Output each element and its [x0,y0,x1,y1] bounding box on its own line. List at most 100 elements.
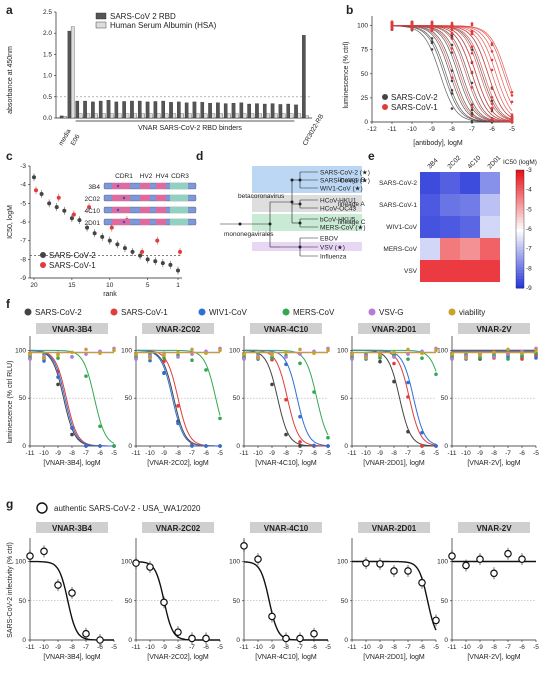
heatmap-cell [480,172,500,194]
dose-point [430,26,434,29]
xtick-label: -7 [83,644,89,651]
data-point [378,359,382,364]
xtick-label: -9 [477,644,483,651]
data-point [134,357,138,361]
data-point [296,634,304,643]
data-point [284,355,288,359]
subplot-title-box [458,323,530,334]
ic50-point [168,262,173,267]
xtick-label: -5 [217,450,223,457]
bar-rbd [83,100,87,119]
xtick-label: -8 [175,644,181,651]
data-point [506,347,510,352]
vnar-hv-region [140,183,150,189]
data-point [84,444,88,448]
bar-rbd [130,100,134,119]
heatmap-cell [480,216,500,238]
data-point [520,357,524,361]
bar-rbd [200,102,205,119]
taxon-label: HCoV-HKU1 [320,198,357,205]
clone-label: 2C02 [84,196,100,203]
panel-f-subplot: VNAR-2V 0 50 100 -11 -10 -9 -8 -7 -6 -5 [VNAR-2V], … [437,323,539,467]
legend-label: viability [459,308,485,317]
xtick-label: -10 [145,644,155,651]
ic50-point [47,201,52,206]
data-point [84,374,88,378]
xtick-label: -9 [269,450,275,457]
bar-hsa [125,113,130,119]
legend-label: SARS-CoV-2 [35,308,82,317]
dose-point [450,21,454,25]
data-point [56,353,60,357]
legend-label: WIV1-CoV [209,308,247,317]
data-point [492,355,496,359]
bar-hsa [133,113,138,119]
data-point [28,352,32,356]
dose-point [510,115,514,119]
colorbar-segment [516,229,524,233]
ytick-label: 0 [444,637,448,644]
legend-authentic: authentic SARS-CoV-2 - USA_WA1/2020 [54,504,201,513]
tree-node [268,222,272,226]
data-point [132,559,140,567]
xtick-label: -10 [145,450,155,457]
data-point [392,350,396,355]
subplot-xlabel: [VNAR-4C10], logM [255,460,317,467]
xtick-label: -11 [348,450,357,457]
dose-point [490,95,494,99]
panel-a-legend: SARS-CoV 2 RBD Human Serum Albumin (HSA) [95,12,217,30]
ytick-label: 0 [22,443,26,450]
panel-b-xtick-label: -8 [449,126,455,133]
bar-hsa [211,113,216,119]
data-point [362,559,370,567]
lineage-c-shade [252,214,362,231]
dose-point [410,20,414,24]
dose-point [470,111,474,115]
panel-b-ylabel: luminescence (% ctrl) [343,42,350,109]
xtick-label: -7 [405,644,411,651]
xtick-label: -6 [311,644,317,651]
panel-c-ytick-label: -9 [20,275,26,282]
dose-point [450,37,454,40]
data-point [312,443,316,448]
tree-node [238,222,242,226]
bar-rbd [216,102,220,119]
bar-hsa [195,113,200,119]
ytick-label: 50 [233,598,241,605]
data-point [312,390,316,394]
dose-point [450,76,454,79]
data-point [270,356,274,360]
heatmap-cell [420,194,440,216]
xtick-label: -7 [297,644,303,651]
dose-point [450,35,454,39]
dose-point [490,87,494,90]
xtick-label: -6 [97,450,103,457]
ytick-label: 0 [236,637,240,644]
ytick-label: 100 [121,559,132,566]
panel-c-ytick-label: -8 [20,256,26,263]
xtick-label: -11 [448,644,457,651]
xtick-label: -7 [189,450,195,457]
ic50-point [138,253,143,258]
data-point [202,634,210,643]
data-point [490,569,498,578]
heatmap-col-label: 2C02 [446,154,462,170]
bar-rbd [270,103,275,119]
xtick-label: -5 [111,644,117,651]
panel-c-ytick-label: -3 [20,163,26,170]
colorbar-segment [516,264,524,268]
panel-b-xlabel: [antibody], logM [413,140,463,147]
heatmap-row-label: VSV [404,268,418,275]
xtick-label: -5 [433,450,439,457]
vnar-hv-region [112,183,130,189]
bar-rbd [114,101,119,119]
panel-b-xtick-label: -9 [429,126,435,133]
subplot-xlabel: [VNAR-2D01], logM [363,654,425,661]
vnar-hv-region [156,183,166,189]
data-point [406,352,410,356]
xtick-label: -6 [97,644,103,651]
subplot-title-box [458,522,530,533]
xtick-label: -8 [491,644,497,651]
dose-point [450,43,454,47]
